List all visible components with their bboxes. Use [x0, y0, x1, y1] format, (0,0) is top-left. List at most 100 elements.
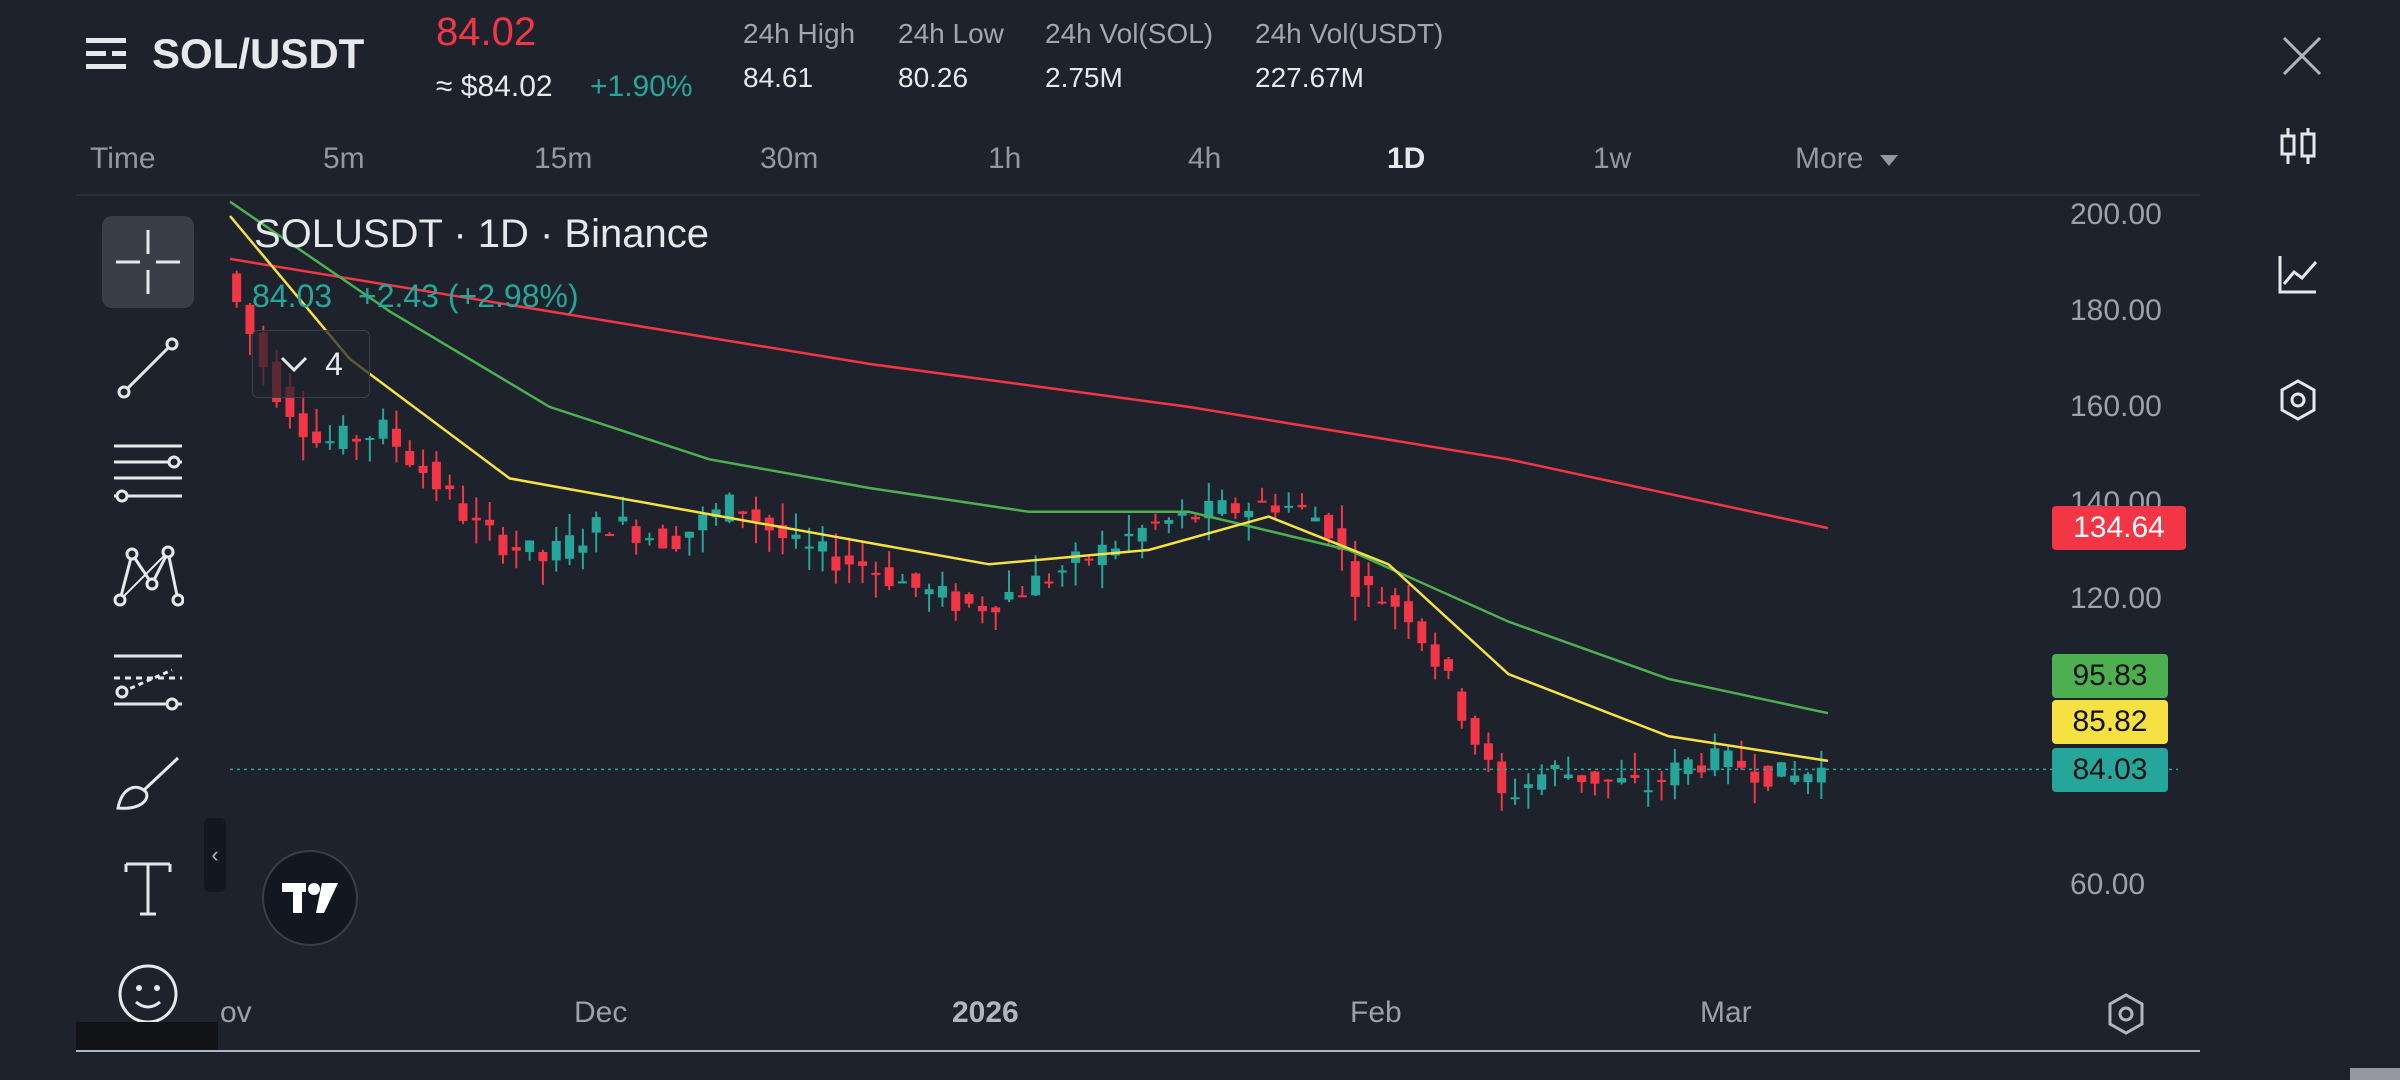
candle-body — [1537, 774, 1547, 790]
price-change: +1.90% — [590, 70, 693, 103]
y-tick-120: 120.00 — [2070, 582, 2162, 615]
chart-bottom-border — [76, 1050, 2200, 1052]
fib-tool[interactable] — [102, 426, 194, 518]
candlestick-icon[interactable] — [2268, 116, 2328, 176]
candle-body — [245, 304, 255, 335]
tradingview-logo[interactable] — [262, 850, 358, 946]
candle-body — [858, 561, 868, 566]
tab-more[interactable]: More — [1795, 142, 1898, 176]
candle-body — [1457, 691, 1467, 721]
stat-value-vol-usdt: 227.67M — [1255, 62, 1364, 93]
candle-body — [1790, 775, 1800, 782]
candle-body — [1177, 512, 1187, 516]
candle-body — [1084, 558, 1094, 561]
pattern-icon — [113, 545, 184, 607]
candle-body — [1044, 581, 1054, 584]
indicator-count: 4 — [325, 345, 343, 382]
candle-body — [458, 503, 468, 521]
smiley-icon — [118, 964, 178, 1024]
candle-body — [1657, 779, 1667, 782]
tab-15m[interactable]: 15m — [534, 142, 593, 175]
candle-body — [285, 386, 295, 417]
candle-body — [1563, 774, 1573, 779]
trend-line-tool[interactable] — [102, 322, 194, 414]
stat-label-vol-usdt: 24h Vol(USDT) — [1255, 18, 1444, 49]
candle-body — [1443, 659, 1453, 671]
candle-body — [884, 567, 894, 587]
candle-body — [1617, 778, 1627, 783]
tab-5m[interactable]: 5m — [323, 142, 365, 175]
tab-4h[interactable]: 4h — [1188, 142, 1222, 175]
pattern-tool[interactable] — [102, 530, 194, 622]
menu-icon[interactable] — [84, 30, 132, 78]
candle-body — [804, 546, 814, 549]
candle-body — [1364, 575, 1374, 586]
candle-body — [1377, 601, 1387, 604]
projection-tool[interactable] — [102, 634, 194, 726]
crosshair-icon — [116, 230, 180, 294]
crosshair-tool[interactable] — [102, 216, 194, 308]
tab-1w[interactable]: 1w — [1593, 142, 1632, 175]
candle-body — [1310, 517, 1320, 522]
candle-body — [1390, 595, 1400, 607]
brush-tool[interactable] — [102, 738, 194, 830]
candle-body — [498, 534, 508, 556]
candle-body — [911, 573, 921, 588]
close-icon[interactable] — [2276, 30, 2328, 82]
candle-body — [1151, 521, 1161, 524]
candle-body — [1404, 601, 1414, 623]
candle-body — [1057, 570, 1067, 573]
indicators-toggle[interactable]: 4 — [252, 330, 370, 398]
candle-body — [511, 547, 521, 551]
candle-body — [1776, 762, 1786, 777]
tab-time[interactable]: Time — [90, 142, 156, 175]
ma-line-1 — [229, 200, 1829, 715]
candle-body — [711, 509, 721, 518]
candle-body — [1590, 771, 1600, 784]
candle-body — [1550, 765, 1560, 769]
axis-settings-icon[interactable] — [2104, 992, 2148, 1036]
candle-body — [618, 516, 628, 522]
tab-1d[interactable]: 1D — [1387, 142, 1426, 175]
chart-symbol-title: SOLUSDT · 1D · Binance — [254, 212, 709, 256]
tab-1h[interactable]: 1h — [988, 142, 1022, 175]
candle-body — [1510, 797, 1520, 800]
candle-body — [1350, 561, 1360, 597]
candle-body — [977, 605, 987, 612]
candle-body — [964, 594, 974, 604]
candle-body — [578, 545, 588, 553]
toolbar-bottom-shade — [76, 1022, 218, 1052]
candle-body — [1190, 516, 1200, 520]
fiat-price: ≈ $84.02 — [436, 70, 553, 103]
trend-line-icon — [117, 337, 179, 399]
candle-body — [751, 509, 761, 522]
candle-body — [1031, 575, 1041, 596]
candle-body — [658, 528, 668, 549]
candle-body — [391, 428, 401, 447]
candle-body — [525, 540, 535, 553]
candle-body — [1577, 775, 1587, 783]
candle-body — [698, 514, 708, 531]
pair-title[interactable]: SOL/USDT — [152, 30, 365, 77]
candle-body — [298, 413, 308, 438]
tv-logo-icon — [282, 883, 338, 913]
hexagon-settings-icon[interactable] — [2268, 370, 2328, 430]
candle-body — [1483, 743, 1493, 760]
text-tool[interactable] — [102, 842, 194, 934]
candle-body — [778, 525, 788, 539]
indicators-icon[interactable] — [2268, 244, 2328, 304]
candle-body — [325, 441, 335, 444]
y-tick-200: 200.00 — [2070, 198, 2162, 231]
candle-body — [431, 461, 441, 490]
candle-body — [1164, 520, 1174, 524]
x-tick-mar: Mar — [1700, 996, 1752, 1029]
candle-body — [1257, 500, 1267, 503]
price-badge-last: 84.03 — [2052, 748, 2168, 792]
legend-last: 84.03 — [252, 278, 333, 314]
tab-30m[interactable]: 30m — [760, 142, 819, 175]
candle-body — [724, 494, 734, 522]
collapse-toolbar-handle[interactable]: ‹ — [204, 818, 226, 892]
candle-body — [937, 586, 947, 598]
candle-body — [1763, 765, 1773, 787]
